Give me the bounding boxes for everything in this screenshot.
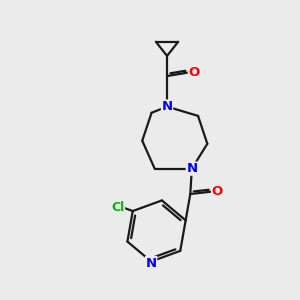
Text: Cl: Cl <box>111 201 124 214</box>
Text: N: N <box>146 256 157 269</box>
Text: O: O <box>212 185 223 198</box>
Text: N: N <box>186 162 197 175</box>
Text: O: O <box>188 66 200 79</box>
Text: N: N <box>161 100 172 113</box>
